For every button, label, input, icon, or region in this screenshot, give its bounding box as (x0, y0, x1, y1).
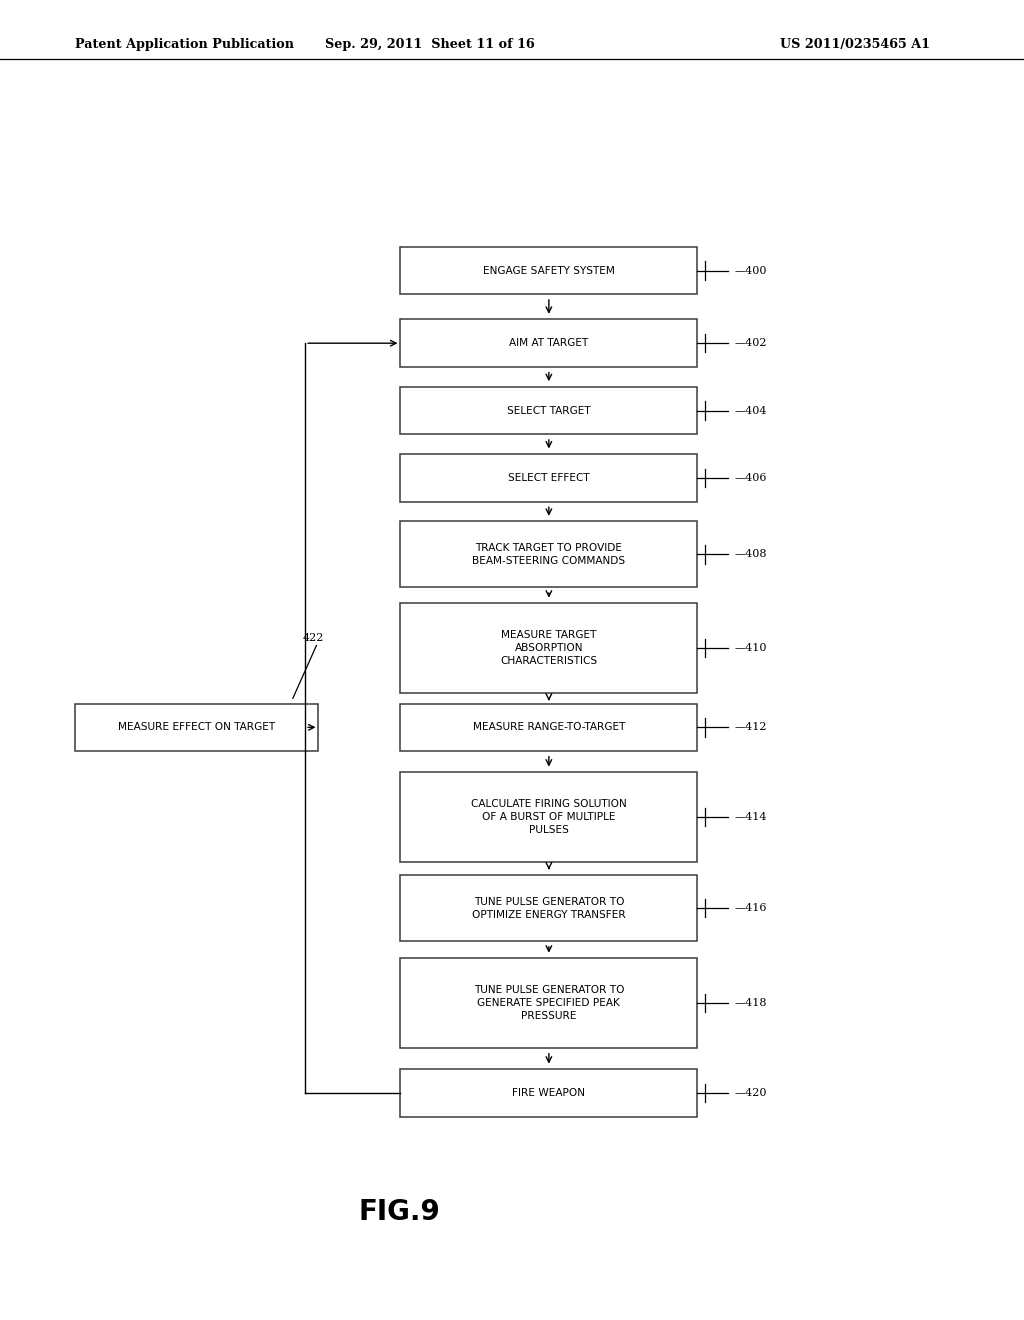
Text: CALCULATE FIRING SOLUTION
OF A BURST OF MULTIPLE
PULSES: CALCULATE FIRING SOLUTION OF A BURST OF … (471, 800, 627, 834)
Text: —414: —414 (734, 812, 767, 822)
Text: —416: —416 (734, 903, 767, 913)
Text: SELECT EFFECT: SELECT EFFECT (508, 473, 590, 483)
Text: MEASURE TARGET
ABSORPTION
CHARACTERISTICS: MEASURE TARGET ABSORPTION CHARACTERISTIC… (501, 631, 597, 665)
Bar (400, 319, 697, 367)
Bar (400, 704, 697, 751)
Text: —406: —406 (734, 473, 767, 483)
Text: —418: —418 (734, 998, 767, 1008)
Bar (400, 958, 697, 1048)
Text: TUNE PULSE GENERATOR TO
OPTIMIZE ENERGY TRANSFER: TUNE PULSE GENERATOR TO OPTIMIZE ENERGY … (472, 896, 626, 920)
Bar (400, 875, 697, 941)
Text: ENGAGE SAFETY SYSTEM: ENGAGE SAFETY SYSTEM (483, 265, 614, 276)
Bar (400, 247, 697, 294)
Text: MEASURE EFFECT ON TARGET: MEASURE EFFECT ON TARGET (118, 722, 275, 733)
Text: 422: 422 (303, 632, 325, 643)
Text: TUNE PULSE GENERATOR TO
GENERATE SPECIFIED PEAK
PRESSURE: TUNE PULSE GENERATOR TO GENERATE SPECIFI… (474, 986, 624, 1020)
Text: FIRE WEAPON: FIRE WEAPON (512, 1088, 586, 1098)
Bar (400, 521, 697, 587)
Bar (400, 387, 697, 434)
Bar (400, 1069, 697, 1117)
Bar (400, 454, 697, 502)
Text: —402: —402 (734, 338, 767, 348)
Text: Patent Application Publication: Patent Application Publication (75, 38, 294, 51)
Text: SELECT TARGET: SELECT TARGET (507, 405, 591, 416)
Text: —400: —400 (734, 265, 767, 276)
Text: —408: —408 (734, 549, 767, 560)
Bar (400, 772, 697, 862)
Text: Sep. 29, 2011  Sheet 11 of 16: Sep. 29, 2011 Sheet 11 of 16 (326, 38, 535, 51)
Text: —404: —404 (734, 405, 767, 416)
Text: US 2011/0235465 A1: US 2011/0235465 A1 (780, 38, 930, 51)
Bar (75, 704, 318, 751)
Text: TRACK TARGET TO PROVIDE
BEAM-STEERING COMMANDS: TRACK TARGET TO PROVIDE BEAM-STEERING CO… (472, 543, 626, 566)
Text: AIM AT TARGET: AIM AT TARGET (509, 338, 589, 348)
Text: —420: —420 (734, 1088, 767, 1098)
Text: —412: —412 (734, 722, 767, 733)
Text: FIG.9: FIG.9 (358, 1197, 440, 1226)
Text: —410: —410 (734, 643, 767, 653)
Bar (400, 603, 697, 693)
Text: MEASURE RANGE-TO-TARGET: MEASURE RANGE-TO-TARGET (473, 722, 625, 733)
